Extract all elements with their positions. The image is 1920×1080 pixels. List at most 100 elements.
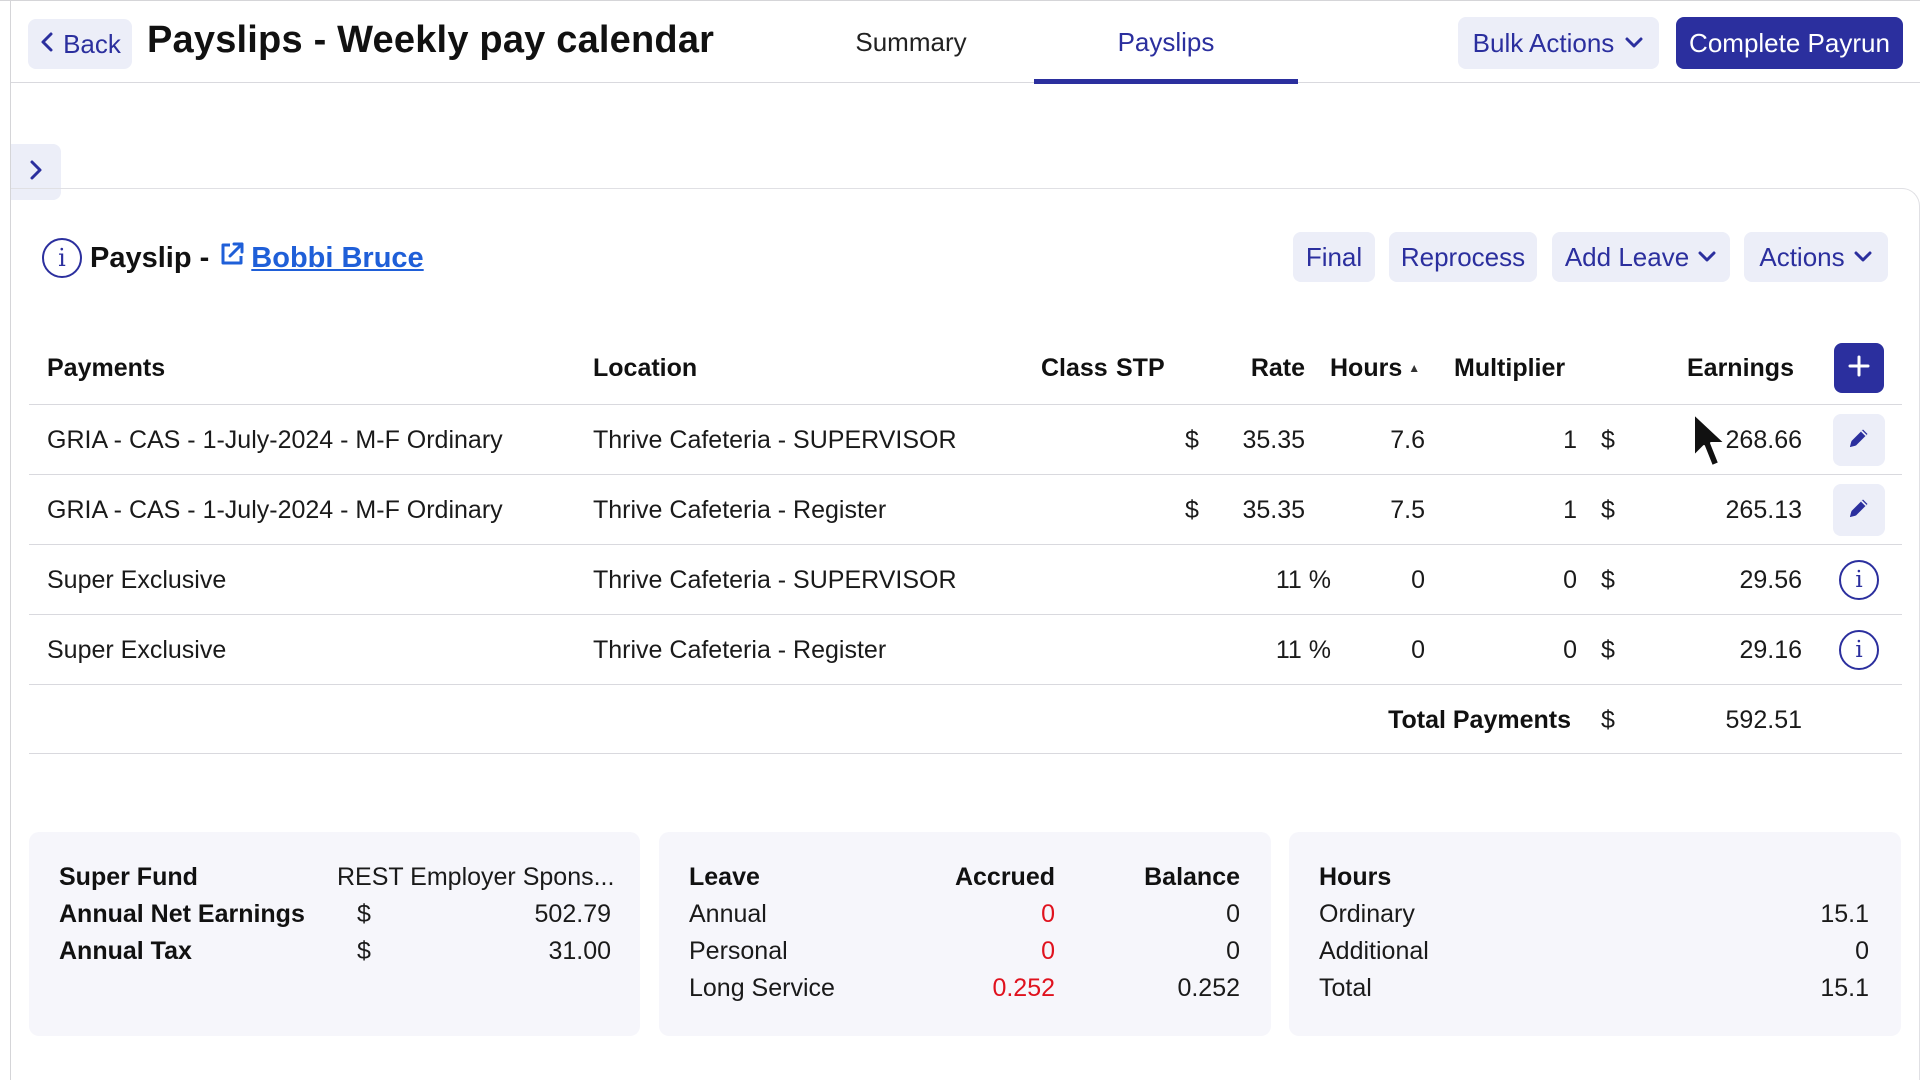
frame-top-border xyxy=(0,0,1920,1)
table-row: GRIA - CAS - 1-July-2024 - M-F Ordinary … xyxy=(29,404,1902,474)
total-payments-value: 592.51 xyxy=(1725,705,1802,734)
earnings-currency: $ xyxy=(1601,635,1615,664)
back-button[interactable]: Back xyxy=(28,19,132,69)
earnings-currency: $ xyxy=(1601,565,1615,594)
edit-payment-button[interactable] xyxy=(1833,484,1885,536)
earnings-value: 268.66 xyxy=(1725,425,1802,454)
complete-payrun-button[interactable]: Complete Payrun xyxy=(1676,17,1903,69)
payment-name: Super Exclusive xyxy=(47,635,227,664)
payslip-label: Payslip - xyxy=(90,241,210,274)
earnings-value: 29.56 xyxy=(1739,565,1802,594)
leave-accrued-value: 0 xyxy=(1041,900,1055,928)
super-fund-label: Super Fund xyxy=(59,863,198,891)
plus-icon xyxy=(1847,354,1871,383)
hours-header: Hours xyxy=(1319,863,1392,891)
column-header-class[interactable]: Class xyxy=(1041,353,1108,382)
rate-currency: $ xyxy=(1185,495,1199,524)
back-button-label: Back xyxy=(63,28,121,59)
page-header: Back Payslips - Weekly pay calendar Summ… xyxy=(11,1,1920,84)
total-payments-row: Total Payments $ 592.51 xyxy=(29,684,1902,754)
chevron-down-icon xyxy=(1624,36,1644,50)
earnings-value: 29.16 xyxy=(1739,635,1802,664)
table-row: Super Exclusive Thrive Cafeteria - Regis… xyxy=(29,614,1902,684)
column-header-earnings[interactable]: Earnings xyxy=(1687,353,1794,382)
rate-value: 11 % xyxy=(1275,635,1331,664)
leave-accrued-value: 0 xyxy=(1041,937,1055,965)
annual-tax-value: 31.00 xyxy=(548,937,611,965)
tab-summary[interactable]: Summary xyxy=(801,1,1021,83)
hours-value: 7.5 xyxy=(1390,495,1425,524)
leave-balance-header: Balance xyxy=(1144,863,1240,891)
hours-value: 7.6 xyxy=(1390,425,1425,454)
column-header-location[interactable]: Location xyxy=(593,353,698,382)
info-icon[interactable]: i xyxy=(1839,630,1879,670)
rate-value: 11 % xyxy=(1275,565,1331,594)
pencil-icon xyxy=(1846,425,1872,456)
reprocess-button[interactable]: Reprocess xyxy=(1389,232,1537,282)
annual-tax-label: Annual Tax xyxy=(59,937,192,965)
rate-value: 35.35 xyxy=(1242,495,1305,524)
leave-balance-value: 0 xyxy=(1226,900,1240,928)
edit-payment-button[interactable] xyxy=(1833,414,1885,466)
final-button[interactable]: Final xyxy=(1293,232,1375,282)
hours-value: 15.1 xyxy=(1820,900,1869,928)
employee-link[interactable]: Bobbi Bruce xyxy=(217,239,424,277)
sort-ascending-icon: ▲ xyxy=(1408,361,1421,375)
complete-payrun-label: Complete Payrun xyxy=(1689,27,1890,58)
add-payment-button[interactable] xyxy=(1834,343,1884,393)
rate-currency: $ xyxy=(1185,425,1199,454)
active-tab-indicator xyxy=(1034,79,1298,84)
column-header-stp[interactable]: STP xyxy=(1116,353,1165,382)
add-leave-button[interactable]: Add Leave xyxy=(1552,232,1730,282)
leave-panel: Leave Accrued Balance Annual 0 0 Persona… xyxy=(659,832,1271,1036)
payment-location: Thrive Cafeteria - Register xyxy=(593,495,887,524)
info-icon[interactable]: i xyxy=(42,238,82,278)
earnings-currency: $ xyxy=(1601,425,1615,454)
payslip-heading: i Payslip - Bobbi Bruce xyxy=(42,236,424,280)
mouse-cursor-icon xyxy=(1692,412,1728,470)
actions-button[interactable]: Actions xyxy=(1744,232,1888,282)
chevron-down-icon xyxy=(1853,250,1873,264)
hours-value: 15.1 xyxy=(1820,974,1869,1002)
annual-net-currency: $ xyxy=(357,900,371,928)
info-icon[interactable]: i xyxy=(1839,560,1879,600)
add-leave-label: Add Leave xyxy=(1564,241,1690,272)
total-currency: $ xyxy=(1601,705,1615,734)
payment-name: GRIA - CAS - 1-July-2024 - M-F Ordinary xyxy=(47,425,503,454)
tab-payslips-label: Payslips xyxy=(1117,26,1215,57)
page-title: Payslips - Weekly pay calendar xyxy=(147,19,715,61)
hours-type-ordinary: Ordinary xyxy=(1319,900,1415,928)
leave-accrued-header: Accrued xyxy=(954,863,1055,891)
final-button-label: Final xyxy=(1305,241,1363,272)
multiplier-value: 0 xyxy=(1563,565,1577,594)
bulk-actions-button[interactable]: Bulk Actions xyxy=(1458,17,1659,69)
tab-payslips[interactable]: Payslips xyxy=(1034,1,1298,84)
column-header-hours-label: Hours xyxy=(1330,353,1403,382)
column-header-payments[interactable]: Payments xyxy=(47,353,166,382)
earnings-value: 265.13 xyxy=(1725,495,1802,524)
leave-header: Leave xyxy=(689,863,760,891)
hours-type-total: Total xyxy=(1319,974,1372,1002)
chevron-down-icon xyxy=(1697,250,1717,264)
frame-left-border xyxy=(10,0,11,1080)
multiplier-value: 0 xyxy=(1563,635,1577,664)
hours-value: 0 xyxy=(1855,937,1869,965)
chevron-right-icon xyxy=(29,159,43,186)
super-fund-value: REST Employer Spons... xyxy=(337,863,615,891)
employee-name: Bobbi Bruce xyxy=(251,241,424,274)
payment-name: Super Exclusive xyxy=(47,565,227,594)
rate-value: 35.35 xyxy=(1242,425,1305,454)
chevron-left-icon xyxy=(39,29,55,60)
payment-location: Thrive Cafeteria - Register xyxy=(593,635,887,664)
payment-name: GRIA - CAS - 1-July-2024 - M-F Ordinary xyxy=(47,495,503,524)
summary-panel: Super Fund REST Employer Spons... Annual… xyxy=(29,832,640,1036)
leave-type-long-service: Long Service xyxy=(689,974,835,1002)
multiplier-value: 1 xyxy=(1563,425,1577,454)
payment-location: Thrive Cafeteria - SUPERVISOR xyxy=(593,565,957,594)
column-header-hours[interactable]: Hours ▲ xyxy=(1330,338,1420,398)
leave-balance-value: 0.252 xyxy=(1177,974,1240,1002)
column-header-multiplier[interactable]: Multiplier xyxy=(1454,353,1566,382)
multiplier-value: 1 xyxy=(1563,495,1577,524)
column-header-rate[interactable]: Rate xyxy=(1250,353,1305,382)
actions-label: Actions xyxy=(1759,241,1845,272)
